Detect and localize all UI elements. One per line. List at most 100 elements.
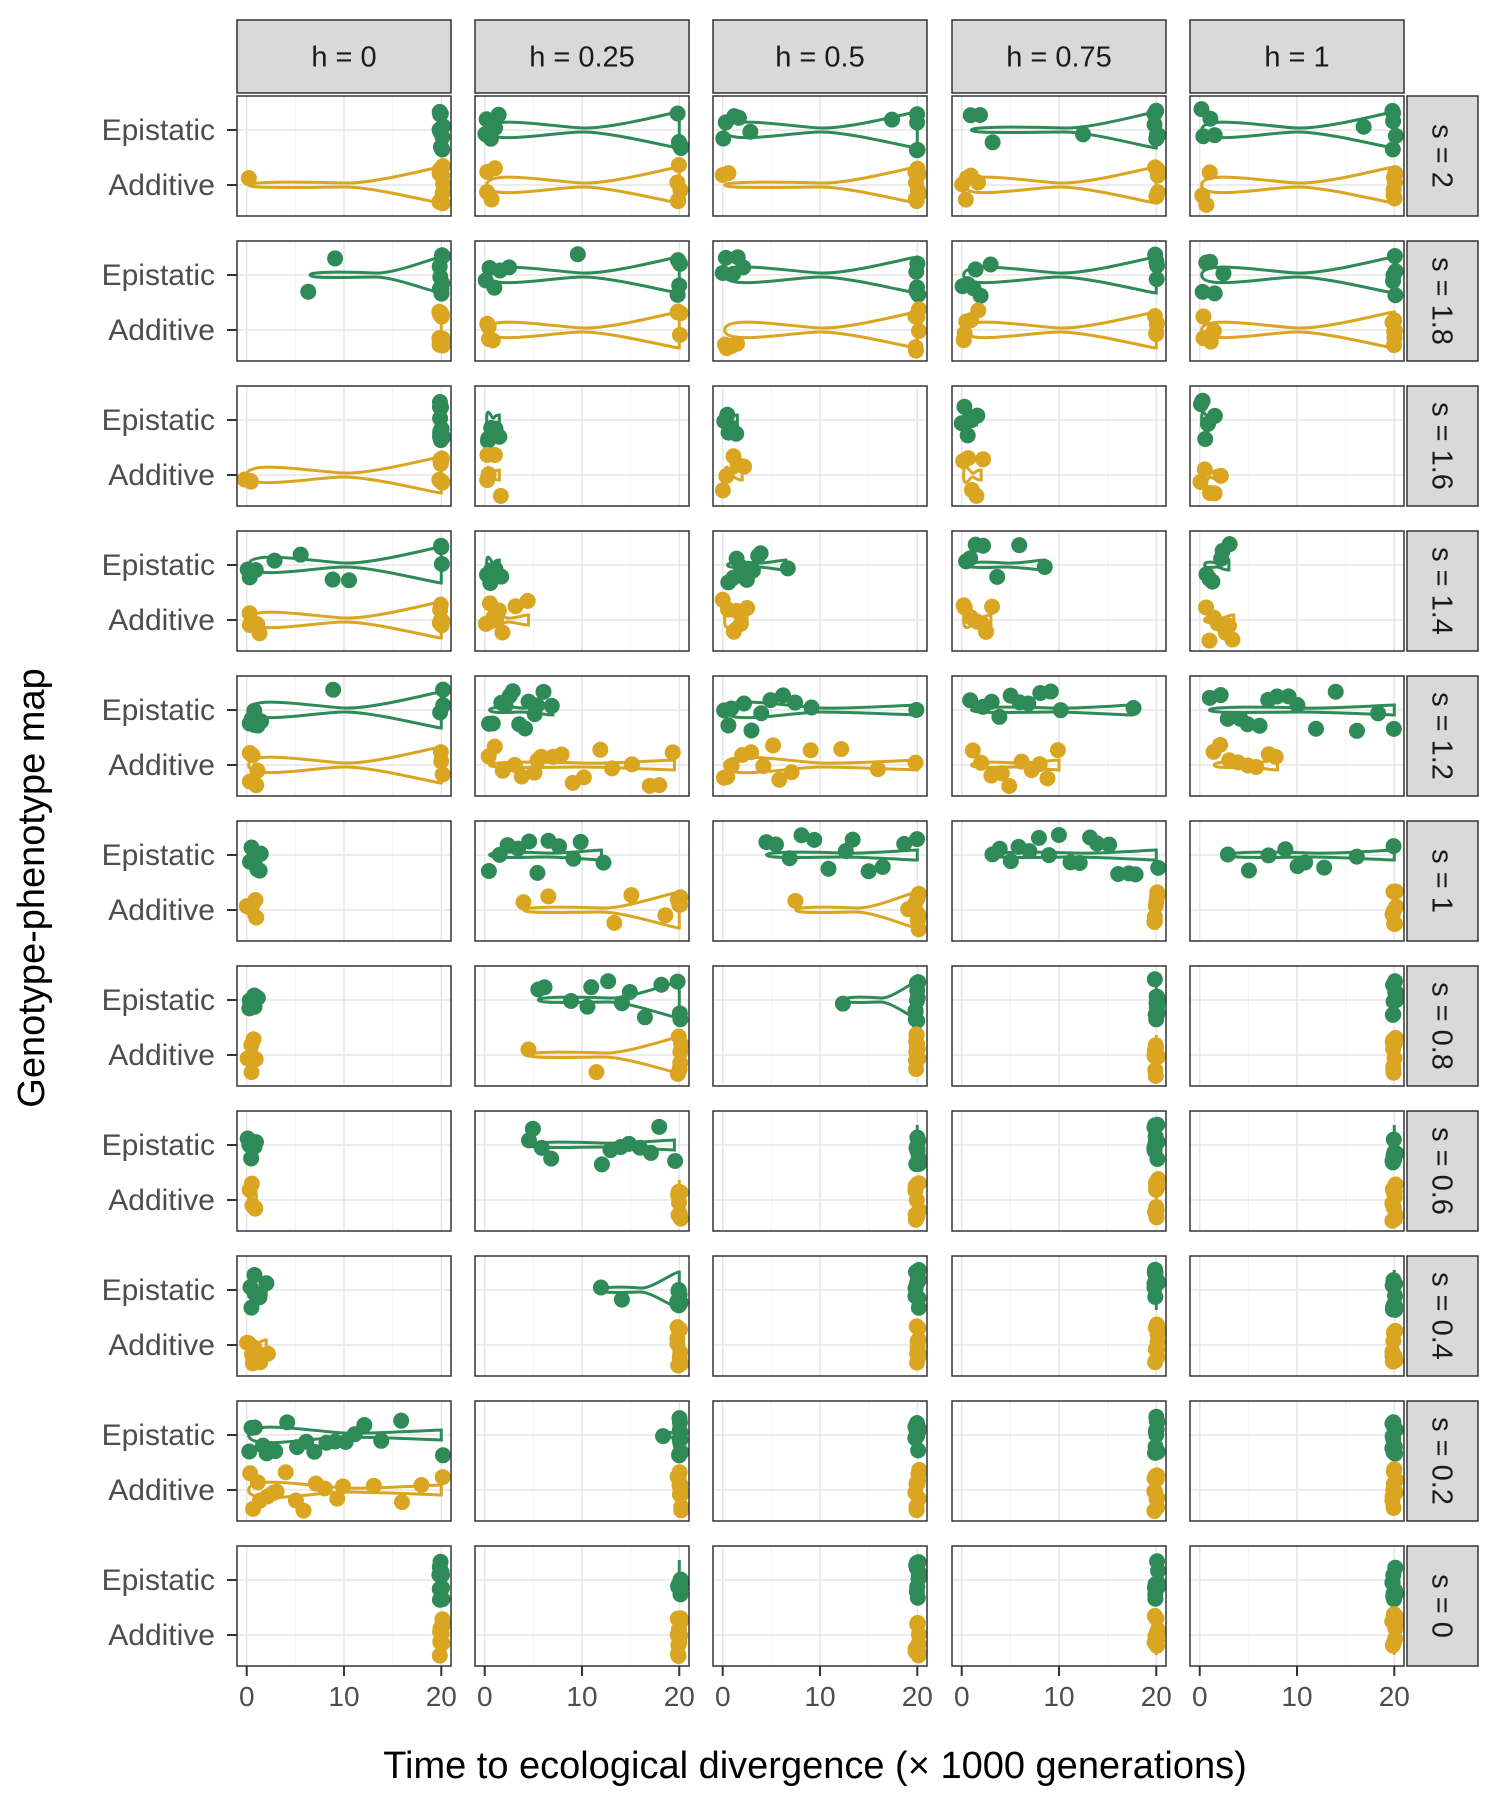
data-point — [1385, 1131, 1402, 1148]
panel-border — [1189, 820, 1405, 942]
data-point — [1212, 687, 1229, 704]
row-strip: s = 0.2 — [1406, 1400, 1479, 1522]
panel-border — [712, 675, 928, 797]
col-strip-label: h = 1 — [1264, 42, 1329, 74]
data-point — [1150, 859, 1167, 876]
data-point — [292, 546, 309, 563]
panel-border — [951, 385, 1167, 507]
data-point — [1385, 1444, 1402, 1461]
panel-border — [474, 385, 690, 507]
panel-border — [951, 530, 1167, 652]
data-point — [246, 1339, 263, 1356]
data-point — [793, 827, 810, 844]
data-point — [991, 840, 1008, 857]
data-point — [1386, 1633, 1403, 1650]
data-point — [247, 892, 264, 909]
panel — [236, 675, 452, 797]
data-point — [486, 160, 503, 177]
data-point — [673, 1499, 690, 1516]
panel — [712, 530, 928, 652]
data-point — [1194, 392, 1211, 409]
panel — [712, 675, 928, 797]
panel — [951, 240, 1167, 362]
data-point — [1201, 164, 1218, 181]
row-strip-bg — [1406, 95, 1479, 217]
panel — [951, 1545, 1167, 1667]
data-point — [1039, 770, 1056, 787]
data-point — [1202, 110, 1219, 127]
data-point — [1269, 688, 1286, 705]
panel-border — [474, 95, 690, 217]
panel — [474, 1110, 690, 1232]
panel-border — [712, 240, 928, 362]
data-point — [536, 979, 553, 996]
data-point — [279, 1414, 296, 1431]
data-point — [1212, 736, 1229, 753]
data-point — [984, 598, 1001, 615]
data-point — [583, 979, 600, 996]
data-point — [306, 1443, 323, 1460]
data-point — [1355, 118, 1372, 135]
x-tick-label: 20 — [902, 1681, 933, 1712]
data-point — [432, 1623, 449, 1640]
panel-border — [474, 1110, 690, 1232]
data-point — [1219, 846, 1236, 863]
data-point — [535, 683, 552, 700]
data-point — [1052, 702, 1069, 719]
data-point — [494, 624, 511, 641]
data-point — [1386, 312, 1403, 329]
panel — [236, 1255, 452, 1377]
data-point — [908, 701, 925, 718]
y-tick-label: Additive — [108, 1474, 215, 1507]
data-point — [728, 425, 745, 442]
panel — [236, 965, 452, 1087]
panel — [951, 675, 1167, 797]
data-point — [669, 105, 686, 122]
data-point — [896, 835, 913, 852]
data-point — [762, 692, 779, 709]
data-point — [720, 717, 737, 734]
data-point — [715, 130, 732, 147]
data-point — [970, 302, 987, 319]
column-strips: h = 0 h = 0.25 h = 0.5 h = 0.75 h = 1 — [236, 19, 1405, 94]
col-strip-bg — [712, 19, 928, 94]
data-point — [657, 907, 674, 924]
data-point — [253, 713, 270, 730]
panel-border — [474, 530, 690, 652]
y-tick-label: Epistatic — [102, 1274, 215, 1307]
data-point — [1260, 847, 1277, 864]
data-point — [909, 182, 926, 199]
data-point — [1011, 537, 1028, 554]
data-point — [908, 1156, 925, 1173]
data-point — [1201, 632, 1218, 649]
data-point — [1021, 843, 1038, 860]
y-tick-label: Additive — [108, 1039, 215, 1072]
data-point — [1240, 862, 1257, 879]
y-tick-label: Additive — [108, 604, 215, 637]
data-point — [251, 1289, 268, 1306]
data-point — [588, 1064, 605, 1081]
data-point — [251, 862, 268, 879]
data-point — [1050, 826, 1067, 843]
data-point — [671, 1194, 688, 1211]
data-point — [960, 450, 977, 467]
panel — [236, 820, 452, 942]
data-point — [506, 756, 523, 773]
panel — [712, 1545, 928, 1667]
data-point — [669, 1645, 686, 1662]
col-strip: h = 0.25 — [474, 19, 690, 94]
data-point — [243, 1175, 260, 1192]
violin-outline — [962, 465, 983, 485]
x-tick-labels: 0 10 20 0 10 20 0 10 20 0 10 20 0 10 20 — [239, 1666, 1410, 1712]
panel — [474, 530, 690, 652]
data-point — [910, 1423, 927, 1440]
panel-border — [712, 385, 928, 507]
data-point — [493, 568, 510, 585]
data-point — [1149, 1577, 1166, 1594]
data-point — [356, 1417, 373, 1434]
data-point — [1387, 165, 1404, 182]
data-point — [910, 974, 927, 991]
data-point — [1387, 1559, 1404, 1576]
data-point — [1146, 908, 1163, 925]
data-point — [1297, 854, 1314, 871]
